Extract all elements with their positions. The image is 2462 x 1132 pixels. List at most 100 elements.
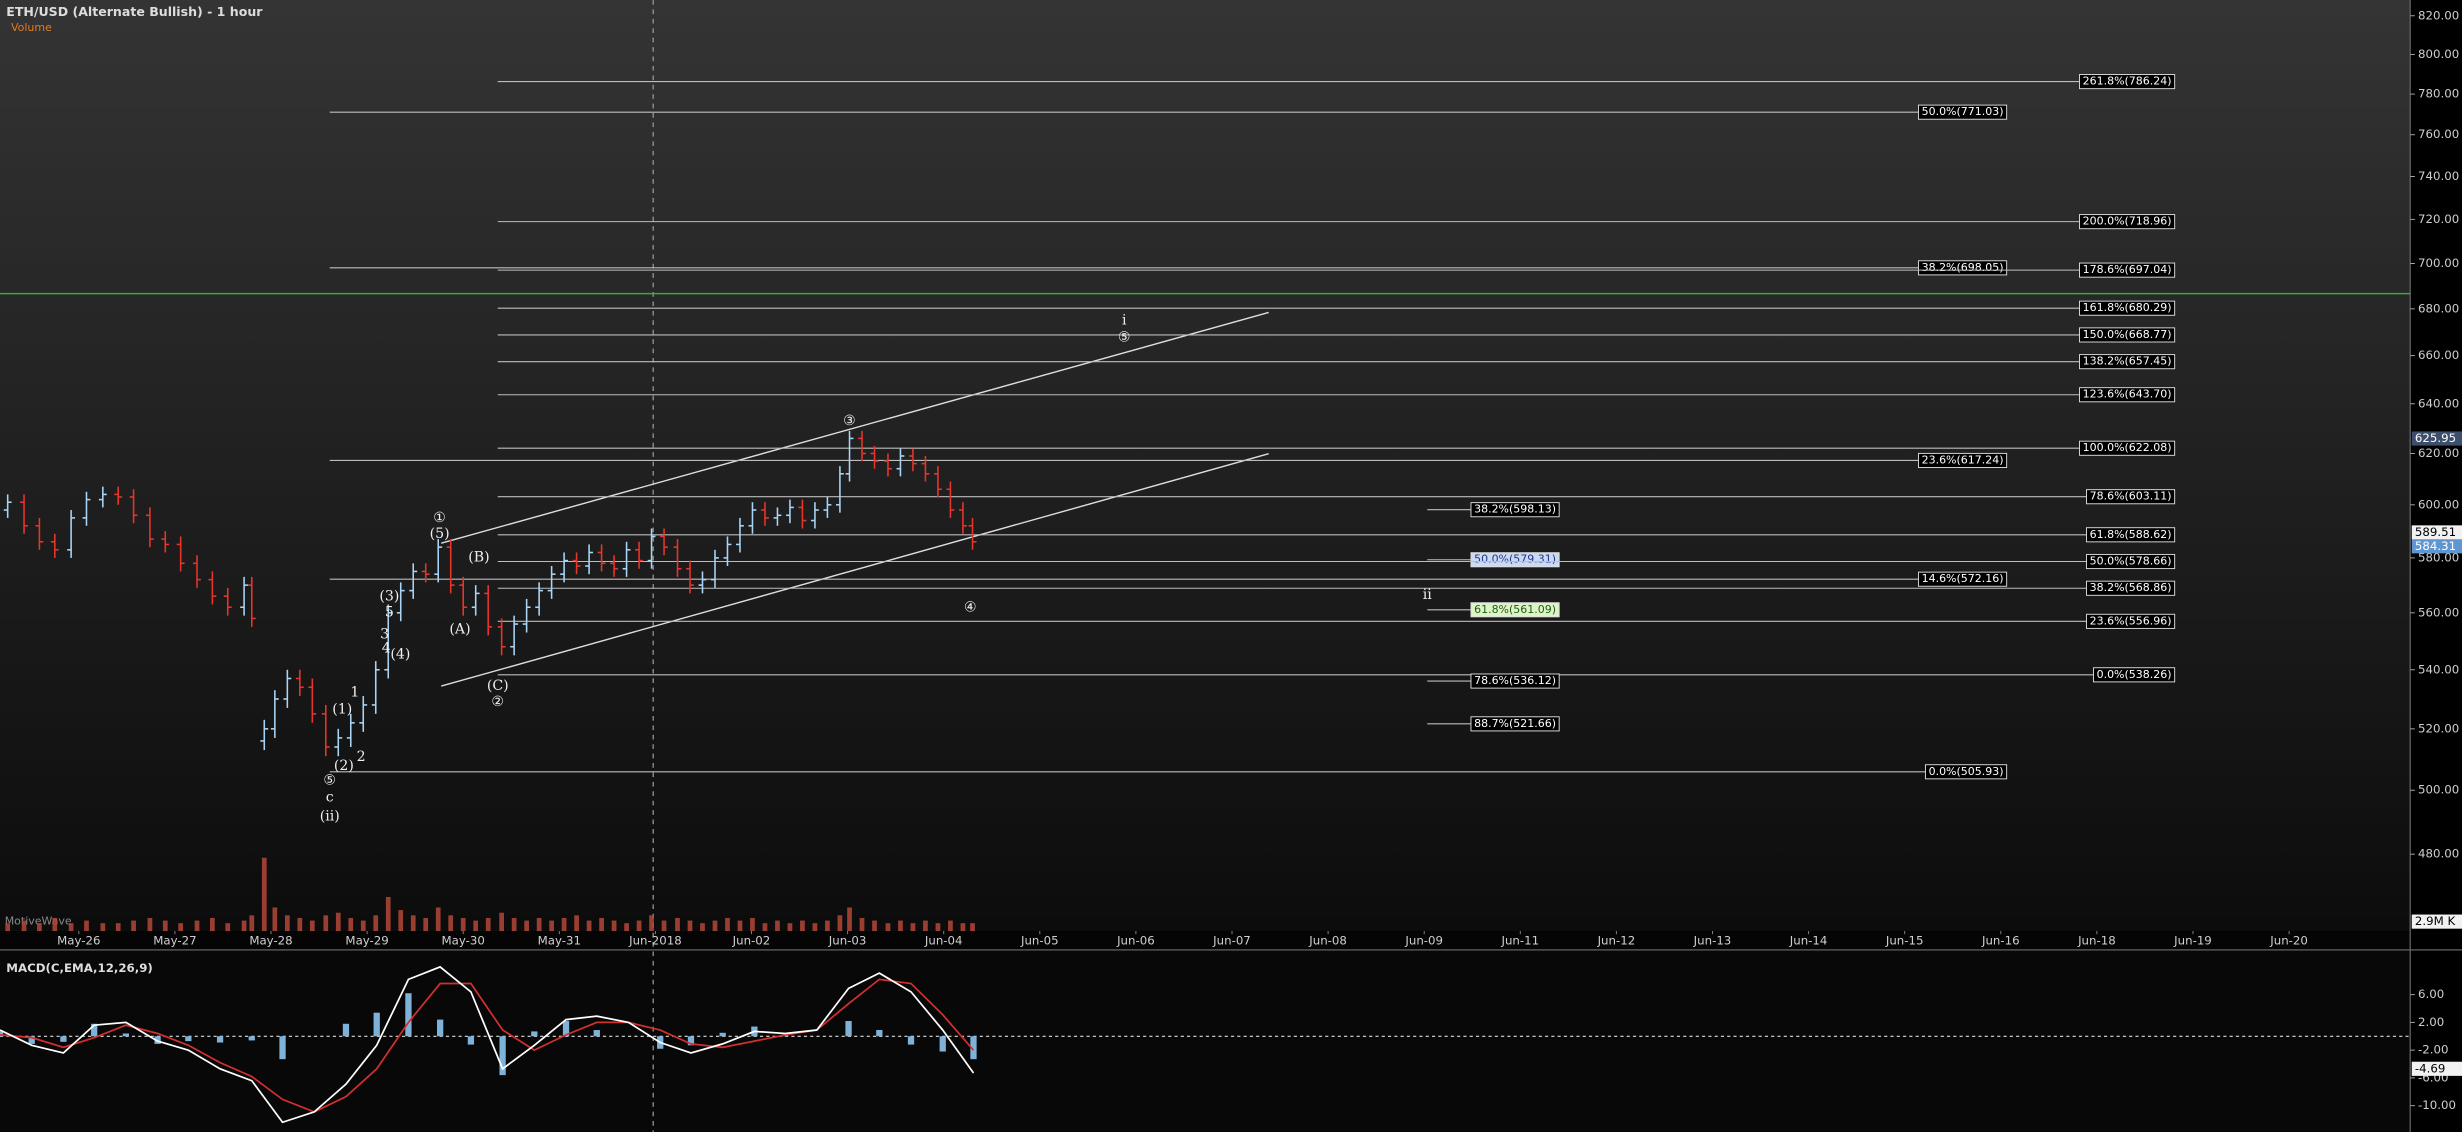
volume-bar: [885, 923, 891, 932]
volume-bar: [485, 917, 491, 932]
y-tick-label: 660.00: [2418, 348, 2459, 362]
y-tick-label: 540.00: [2418, 662, 2459, 676]
histogram-bar: [28, 1036, 35, 1044]
volume-bar: [624, 923, 629, 932]
fib-label-box: [2079, 327, 2176, 343]
y-tick-label: -10.00: [2418, 1098, 2456, 1112]
y-tick-label: 720.00: [2418, 212, 2459, 226]
fib-label-box: [2079, 214, 2176, 230]
x-tick-label: May-30: [442, 934, 485, 948]
fib-label: 178.6%(697.04): [2083, 263, 2172, 276]
x-tick-label: Jun-18: [2077, 934, 2116, 948]
histogram-bar: [248, 1036, 255, 1041]
volume-tag: 2.9M K: [2415, 914, 2456, 928]
fib-label-box: [2079, 440, 2176, 456]
wave-label: ④: [964, 600, 977, 616]
fib-label-box: [1470, 602, 1560, 618]
histogram-bar: [279, 1036, 286, 1060]
fib-label: 123.6%(643.70): [2083, 388, 2172, 401]
volume-bar: [800, 920, 805, 932]
histogram-bar: [373, 1012, 380, 1037]
y-tick-label: 500.00: [2418, 783, 2459, 797]
volume-bar: [737, 920, 743, 932]
x-tick-label: Jun-12: [1597, 934, 1636, 948]
histogram-bar: [0, 1031, 4, 1037]
volume-bar: [5, 923, 11, 932]
wave-label: (4): [390, 647, 410, 663]
price-tag-box: [2411, 525, 2462, 540]
fib-label: 100.0%(622.08): [2083, 441, 2172, 454]
volume-bar: [162, 920, 168, 932]
histogram-bar: [531, 1031, 538, 1037]
wave-label: 4: [382, 640, 391, 656]
x-tick-label: Jun-03: [828, 934, 867, 948]
y-tick-label: 640.00: [2418, 396, 2459, 410]
volume-bar: [473, 920, 479, 932]
x-tick-label: Jun-11: [1500, 934, 1539, 948]
price-panel: [0, 0, 2411, 932]
fib-label: 50.0%(771.03): [1922, 105, 2004, 118]
x-tick-label: Jun-15: [1885, 934, 1924, 948]
channel-line: [441, 311, 1269, 544]
price-tag: 589.51: [2415, 525, 2456, 539]
histogram-bar: [939, 1036, 946, 1052]
x-tick-label: Jun-20: [2269, 934, 2308, 948]
histogram-bar: [499, 1036, 506, 1076]
fib-label-box: [2079, 74, 2176, 90]
fib-label-box: [1924, 764, 2008, 780]
fib-label: 161.8%(680.29): [2083, 301, 2172, 314]
histogram-bar: [907, 1036, 915, 1045]
histogram-bar: [876, 1030, 883, 1037]
fib-label: 0.0%(538.26): [2097, 668, 2172, 681]
volume-bar: [725, 917, 730, 932]
fib-label: 61.8%(561.09): [1474, 603, 1556, 616]
volume-bar: [385, 897, 391, 932]
volume-bar: [524, 920, 529, 932]
histogram-bar: [467, 1036, 475, 1045]
volume-bar: [225, 923, 231, 932]
wave-label: ③: [843, 413, 856, 429]
volume-bar: [37, 923, 42, 932]
volume-bar: [536, 917, 542, 932]
fib-label-box: [1917, 452, 2008, 468]
volume-bar: [297, 917, 303, 932]
volume-bar: [661, 920, 667, 932]
histogram-bar: [154, 1036, 161, 1044]
fib-label-box: [1470, 552, 1560, 568]
macd-line: [0, 965, 975, 1124]
wave-label: (3): [379, 589, 399, 605]
y-tick-label: 740.00: [2418, 169, 2459, 183]
volume-bar: [448, 915, 454, 932]
volume-bar: [960, 923, 966, 932]
volume-bar: [241, 920, 247, 932]
fib-label: 38.2%(568.86): [2090, 581, 2172, 594]
histogram-bar: [436, 1019, 444, 1037]
volume-bar: [115, 923, 121, 932]
histogram-bar: [342, 1023, 350, 1037]
volume-bar: [935, 923, 941, 932]
volume-bar: [636, 920, 642, 932]
volume-bar: [750, 917, 755, 932]
wave-label: c: [326, 790, 334, 806]
volume-bar: [574, 915, 579, 932]
volume-bar: [323, 915, 329, 932]
fib-label-box: [2079, 262, 2176, 278]
wave-label: 2: [357, 749, 366, 765]
volume-bar: [511, 917, 517, 932]
x-tick-label: May-27: [153, 934, 196, 948]
macd-title: MACD(C,EMA,12,26,9): [6, 961, 153, 975]
volume-bar: [687, 920, 693, 932]
price-tag-box: [2411, 539, 2462, 554]
x-tick-label: Jun-16: [1981, 934, 2020, 948]
fib-label: 78.6%(536.12): [1474, 674, 1556, 687]
volume-bar: [194, 920, 200, 932]
histogram-bar: [91, 1023, 98, 1037]
fib-label: 38.2%(598.13): [1474, 503, 1556, 516]
volume-bar: [847, 907, 852, 932]
volume-bar: [131, 920, 136, 932]
volume-bar: [335, 912, 341, 932]
y-tick-label: 780.00: [2418, 87, 2459, 101]
volume-bar: [499, 912, 504, 932]
chart-title: ETH/USD (Alternate Bullish) - 1 hour: [6, 4, 263, 19]
fib-label: 38.2%(698.05): [1922, 261, 2004, 274]
